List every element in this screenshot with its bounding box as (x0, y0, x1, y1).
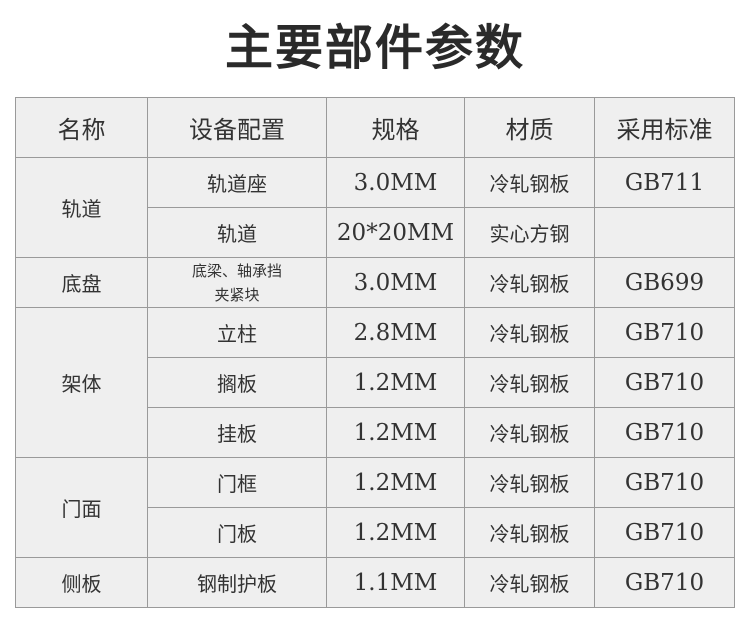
material-cell: 冷轧钢板 (464, 557, 595, 608)
standard-cell: GB710 (594, 357, 735, 408)
table-row: 门面 门框 1.2MM 冷轧钢板 GB710 (15, 457, 735, 558)
header-spec: 规格 (326, 97, 465, 158)
spec-cell: 1.1MM (326, 557, 465, 608)
standard-cell (594, 207, 735, 258)
header-standard: 采用标准 (594, 97, 735, 158)
table-row: 轨道 轨道座 3.0MM 冷轧钢板 GB711 (15, 157, 735, 258)
spec-cell: 1.2MM (326, 457, 465, 508)
group-name-cell: 底盘 (15, 257, 148, 308)
material-cell: 冷轧钢板 (464, 507, 595, 558)
spec-cell: 1.2MM (326, 507, 465, 558)
material-cell: 冷轧钢板 (464, 357, 595, 408)
spec-cell: 20*20MM (326, 207, 465, 258)
item-cell: 门框 (147, 457, 327, 508)
table-row: 侧板 钢制护板 1.1MM 冷轧钢板 GB710 (15, 557, 735, 608)
group-name-cell: 轨道 (15, 157, 148, 258)
standard-cell: GB710 (594, 307, 735, 358)
item-cell: 轨道 (147, 207, 327, 258)
item-cell: 钢制护板 (147, 557, 327, 608)
item-line: 底梁、轴承挡 (191, 261, 282, 280)
item-cell: 立柱 (147, 307, 327, 358)
table-row: 架体 立柱 2.8MM 冷轧钢板 GB710 (15, 307, 735, 458)
item-cell: 底梁、轴承挡 夹紧块 (147, 257, 327, 308)
table-header-row: 名称 设备配置 规格 材质 采用标准 (15, 97, 735, 158)
material-cell: 冷轧钢板 (464, 307, 595, 358)
material-cell: 实心方钢 (464, 207, 595, 258)
item-line: 夹紧块 (214, 285, 260, 304)
table-row: 门板 1.2MM 冷轧钢板 GB710 (16, 507, 735, 558)
standard-cell: GB710 (594, 507, 735, 558)
standard-cell: GB699 (594, 257, 735, 308)
material-cell: 冷轧钢板 (464, 457, 595, 508)
spec-cell: 1.2MM (326, 357, 465, 408)
item-cell: 挂板 (147, 407, 327, 458)
header-config: 设备配置 (147, 97, 327, 158)
header-name: 名称 (15, 97, 148, 158)
group-name-cell: 侧板 (15, 557, 148, 608)
material-cell: 冷轧钢板 (464, 157, 595, 208)
item-cell: 门板 (147, 507, 327, 558)
table-row: 搁板 1.2MM 冷轧钢板 GB710 (16, 357, 735, 408)
material-cell: 冷轧钢板 (464, 407, 595, 458)
parts-table: 名称 设备配置 规格 材质 采用标准 轨道 轨道座 3.0MM 冷轧钢板 GB711 轨道… (15, 97, 735, 608)
standard-cell: GB710 (594, 407, 735, 458)
item-cell: 轨道座 (147, 157, 327, 208)
table-row: 挂板 1.2MM 冷轧钢板 GB710 (16, 407, 735, 458)
spec-cell: 3.0MM (326, 257, 465, 308)
table-row: 底盘 底梁、轴承挡 夹紧块 3.0MM 冷轧钢板 GB699 (15, 257, 735, 308)
spec-cell: 1.2MM (326, 407, 465, 458)
spec-cell: 3.0MM (326, 157, 465, 208)
header-material: 材质 (464, 97, 595, 158)
standard-cell: GB710 (594, 557, 735, 608)
standard-cell: GB710 (594, 457, 735, 508)
material-cell: 冷轧钢板 (464, 257, 595, 308)
item-cell: 搁板 (147, 357, 327, 408)
spec-cell: 2.8MM (326, 307, 465, 358)
page-title: 主要部件参数 (224, 20, 525, 76)
standard-cell: GB711 (594, 157, 735, 208)
group-name-cell: 门面 (15, 457, 148, 558)
group-name-cell: 架体 (15, 307, 148, 458)
